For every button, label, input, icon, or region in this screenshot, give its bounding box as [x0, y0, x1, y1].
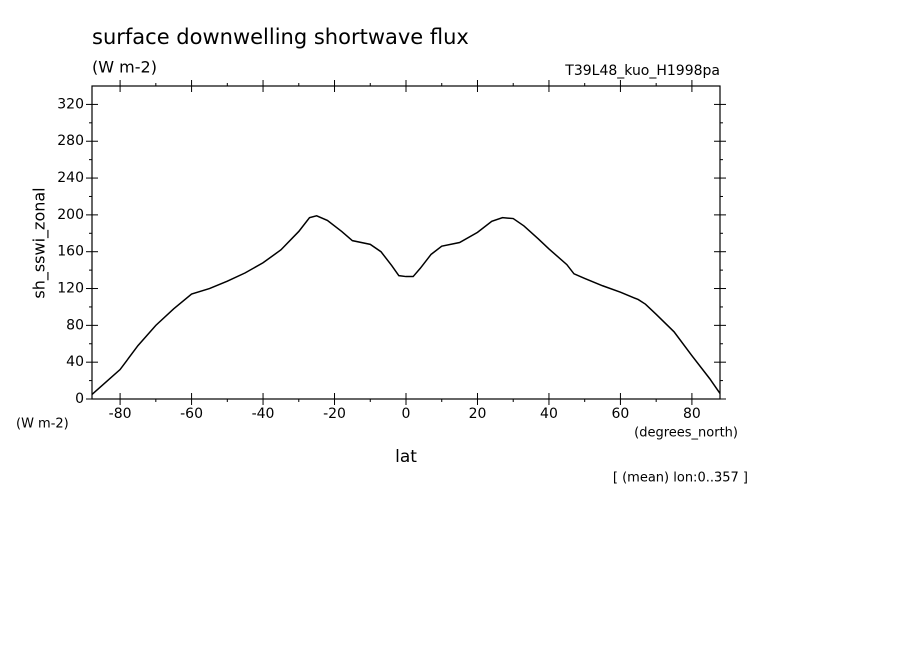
x-tick-label: -80: [109, 406, 132, 422]
x-units: (degrees_north): [634, 426, 738, 441]
x-axis-label: lat: [395, 447, 417, 467]
x-tick-label: -60: [180, 406, 203, 422]
x-tick-label: 20: [469, 406, 487, 422]
x-tick-label: -20: [323, 406, 346, 422]
x-tick-label: 0: [402, 406, 411, 422]
plot-frame: [91, 85, 721, 400]
x-tick-label: 40: [540, 406, 558, 422]
y-units: (W m-2): [16, 417, 69, 432]
y-tick-label: 200: [57, 207, 84, 223]
y-tick-label: 0: [75, 391, 84, 407]
data-line: [91, 215, 721, 395]
chart-title: surface downwelling shortwave flux: [92, 25, 469, 49]
y-tick-label: 120: [57, 281, 84, 297]
x-tick-label: 80: [683, 406, 701, 422]
y-tick-label: 160: [57, 244, 84, 260]
chart-subtitle: (W m-2): [92, 58, 157, 77]
x-tick-label: 60: [612, 406, 630, 422]
y-axis-label: sh_sswi_zonal: [30, 187, 50, 298]
y-tick-label: 240: [57, 170, 84, 186]
y-tick-label: 280: [57, 133, 84, 149]
y-tick-label: 40: [66, 354, 84, 370]
x-tick-label: -40: [252, 406, 275, 422]
y-tick-label: 80: [66, 317, 84, 333]
y-tick-label: 320: [57, 96, 84, 112]
dataset-label: T39L48_kuo_H1998pa: [564, 63, 720, 79]
note: [ (mean) lon:0..357 ]: [613, 471, 748, 486]
